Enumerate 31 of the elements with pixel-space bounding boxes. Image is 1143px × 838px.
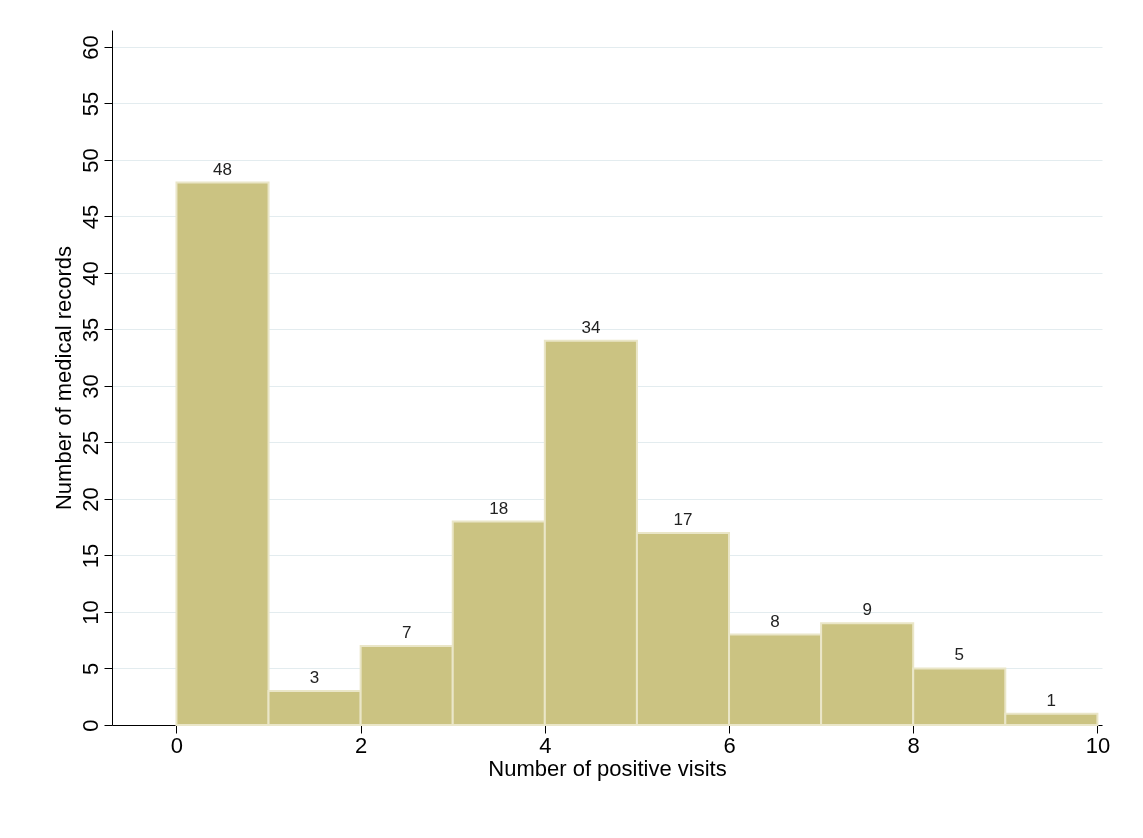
data-label: 7 — [401, 622, 412, 642]
data-label: 48 — [213, 159, 232, 179]
y-tick-label: 20 — [77, 487, 103, 512]
x-tick-label: 8 — [907, 732, 920, 758]
y-tick-label: 35 — [77, 317, 103, 343]
y-axis-title: Number of medical records — [50, 245, 76, 511]
y-tick-label: 0 — [77, 719, 103, 732]
data-label: 34 — [581, 317, 601, 337]
data-label: 8 — [770, 611, 780, 631]
x-tick-label: 0 — [170, 732, 184, 758]
y-tick-label: 60 — [77, 35, 103, 60]
data-label: 17 — [673, 509, 693, 529]
y-tick-label: 50 — [77, 148, 103, 173]
data-label: 9 — [862, 600, 872, 620]
y-tick-label: 55 — [77, 91, 103, 117]
x-tick-label: 4 — [539, 732, 552, 758]
x-tick-label: 6 — [723, 732, 736, 758]
y-tick-label: 5 — [77, 662, 103, 676]
y-tick-label: 45 — [77, 204, 103, 230]
data-label: 3 — [309, 668, 320, 688]
y-tick-label: 30 — [77, 374, 103, 399]
y-tick-label: 40 — [77, 261, 103, 286]
x-tick-label: 10 — [1085, 732, 1111, 758]
data-label: 18 — [489, 498, 509, 518]
data-label: 1 — [1046, 690, 1057, 710]
x-tick-label: 2 — [355, 732, 368, 758]
x-axis-title: Number of positive visits — [488, 755, 727, 781]
data-label: 5 — [954, 645, 964, 665]
y-tick-label: 15 — [77, 543, 103, 569]
y-tick-label: 10 — [77, 600, 103, 625]
y-tick-label: 25 — [77, 430, 103, 456]
